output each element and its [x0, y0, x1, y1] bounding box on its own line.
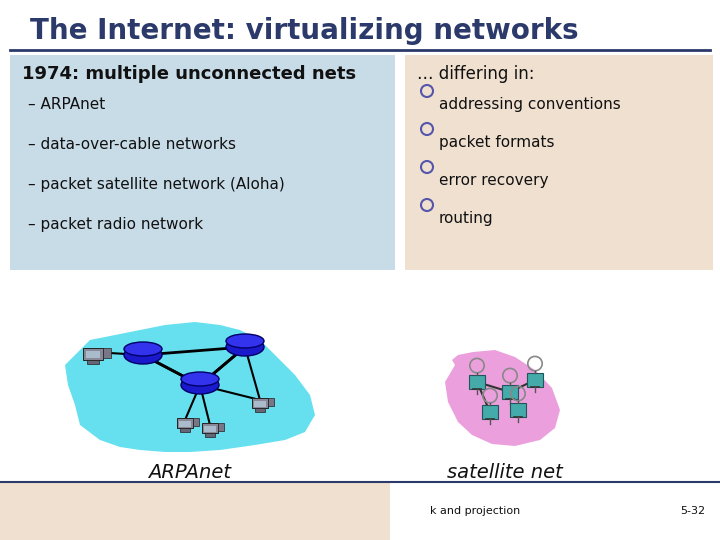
Bar: [177, 418, 193, 428]
Ellipse shape: [226, 334, 264, 348]
Text: routing: routing: [439, 211, 494, 226]
Text: … differing in:: … differing in:: [417, 65, 534, 83]
Ellipse shape: [181, 376, 219, 394]
Text: – packet satellite network (Aloha): – packet satellite network (Aloha): [28, 177, 284, 192]
Bar: [527, 373, 543, 387]
Bar: [181, 428, 189, 432]
Text: addressing conventions: addressing conventions: [439, 97, 621, 112]
Bar: [204, 426, 216, 431]
Bar: [104, 348, 111, 358]
Text: "A Protocol for Packet Network Intercommunication",
V. Cerf, R. Kahn, IEEE Trans: "A Protocol for Packet Network Intercomm…: [6, 486, 276, 522]
Bar: [205, 433, 215, 437]
Bar: [269, 398, 274, 406]
Bar: [218, 423, 225, 431]
FancyBboxPatch shape: [405, 55, 713, 270]
Bar: [84, 348, 103, 360]
Ellipse shape: [124, 342, 162, 356]
Bar: [502, 385, 518, 399]
Bar: [469, 375, 485, 389]
Bar: [179, 421, 191, 427]
Polygon shape: [445, 350, 560, 446]
Text: – data-over-cable networks: – data-over-cable networks: [28, 137, 236, 152]
Text: k and projection: k and projection: [430, 506, 521, 516]
Text: The Internet: virtualizing networks: The Internet: virtualizing networks: [30, 17, 579, 45]
FancyBboxPatch shape: [0, 482, 390, 540]
Text: – packet radio network: – packet radio network: [28, 217, 203, 232]
Bar: [510, 403, 526, 417]
Text: error recovery: error recovery: [439, 173, 549, 188]
Text: satellite net: satellite net: [447, 463, 563, 482]
Text: packet formats: packet formats: [439, 135, 554, 150]
Polygon shape: [65, 322, 315, 452]
Bar: [87, 360, 99, 364]
Bar: [194, 418, 199, 426]
FancyBboxPatch shape: [10, 55, 395, 270]
Bar: [202, 423, 217, 433]
Bar: [482, 405, 498, 419]
Ellipse shape: [124, 346, 162, 364]
Bar: [252, 399, 268, 408]
Bar: [254, 401, 266, 407]
Text: 1974: multiple unconnected nets: 1974: multiple unconnected nets: [22, 65, 356, 83]
Text: – ARPAnet: – ARPAnet: [28, 97, 105, 112]
Bar: [256, 408, 264, 412]
Text: ARPAnet: ARPAnet: [148, 463, 232, 482]
Text: 5-32: 5-32: [680, 506, 705, 516]
Bar: [86, 351, 100, 358]
Ellipse shape: [226, 338, 264, 356]
Ellipse shape: [181, 372, 219, 386]
